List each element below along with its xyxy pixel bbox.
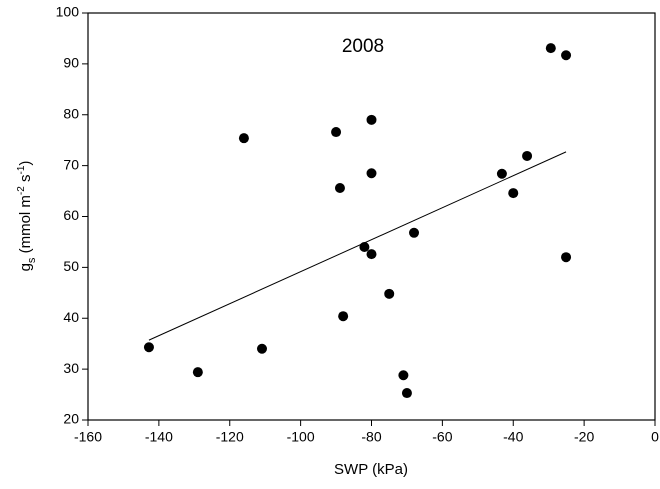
y-tick-label: 50 [63, 258, 79, 274]
y-tick-label: 30 [63, 360, 79, 376]
point [143, 342, 154, 353]
point [384, 288, 395, 299]
y-tick-label: 70 [63, 156, 79, 172]
x-tick-label: -20 [574, 429, 594, 445]
point [238, 133, 249, 144]
x-tick-label: -140 [145, 429, 173, 445]
point [409, 227, 420, 238]
point [366, 168, 377, 179]
point [256, 343, 267, 354]
point [359, 242, 370, 253]
x-tick-label: -160 [74, 429, 102, 445]
y-axis-label-part: s [17, 174, 34, 186]
y-tick-label: 40 [63, 309, 79, 325]
annotation: 2008 [342, 36, 384, 57]
point [331, 127, 342, 138]
y-tick-label: 20 [63, 411, 79, 427]
point [338, 311, 349, 322]
x-tick-label: -100 [287, 429, 315, 445]
point [401, 388, 412, 399]
point [334, 183, 345, 194]
point [398, 370, 409, 381]
x-axis-label: SWP (kPa) [334, 461, 408, 478]
y-tick-label: 80 [63, 105, 79, 121]
y-axis-label-part: g [17, 263, 34, 271]
y-tick-label: 100 [56, 4, 80, 20]
point [561, 252, 572, 263]
y-axis-label-part: (mmol m [17, 195, 34, 258]
trend-line [148, 151, 567, 341]
x-tick-label: -60 [432, 429, 452, 445]
y-axis-label-part: -1 [16, 165, 27, 174]
y-tick-label: 60 [63, 207, 79, 223]
point [366, 249, 377, 260]
point [561, 50, 572, 61]
point [545, 43, 556, 54]
x-tick-label: -40 [503, 429, 523, 445]
point [366, 114, 377, 125]
point [508, 188, 519, 199]
y-axis-label-part: ) [17, 161, 34, 166]
plot-frame [87, 12, 656, 421]
y-axis-label-part: s [26, 257, 38, 263]
x-tick-label: -80 [361, 429, 381, 445]
y-axis-label: gs (mmol m-2 s-1) [16, 161, 38, 272]
point [496, 168, 507, 179]
y-tick-label: 90 [63, 55, 79, 71]
point [192, 367, 203, 378]
point [522, 150, 533, 161]
x-tick-label: 0 [651, 429, 659, 445]
y-axis-label-part: -2 [16, 186, 27, 195]
x-tick-label: -120 [216, 429, 244, 445]
